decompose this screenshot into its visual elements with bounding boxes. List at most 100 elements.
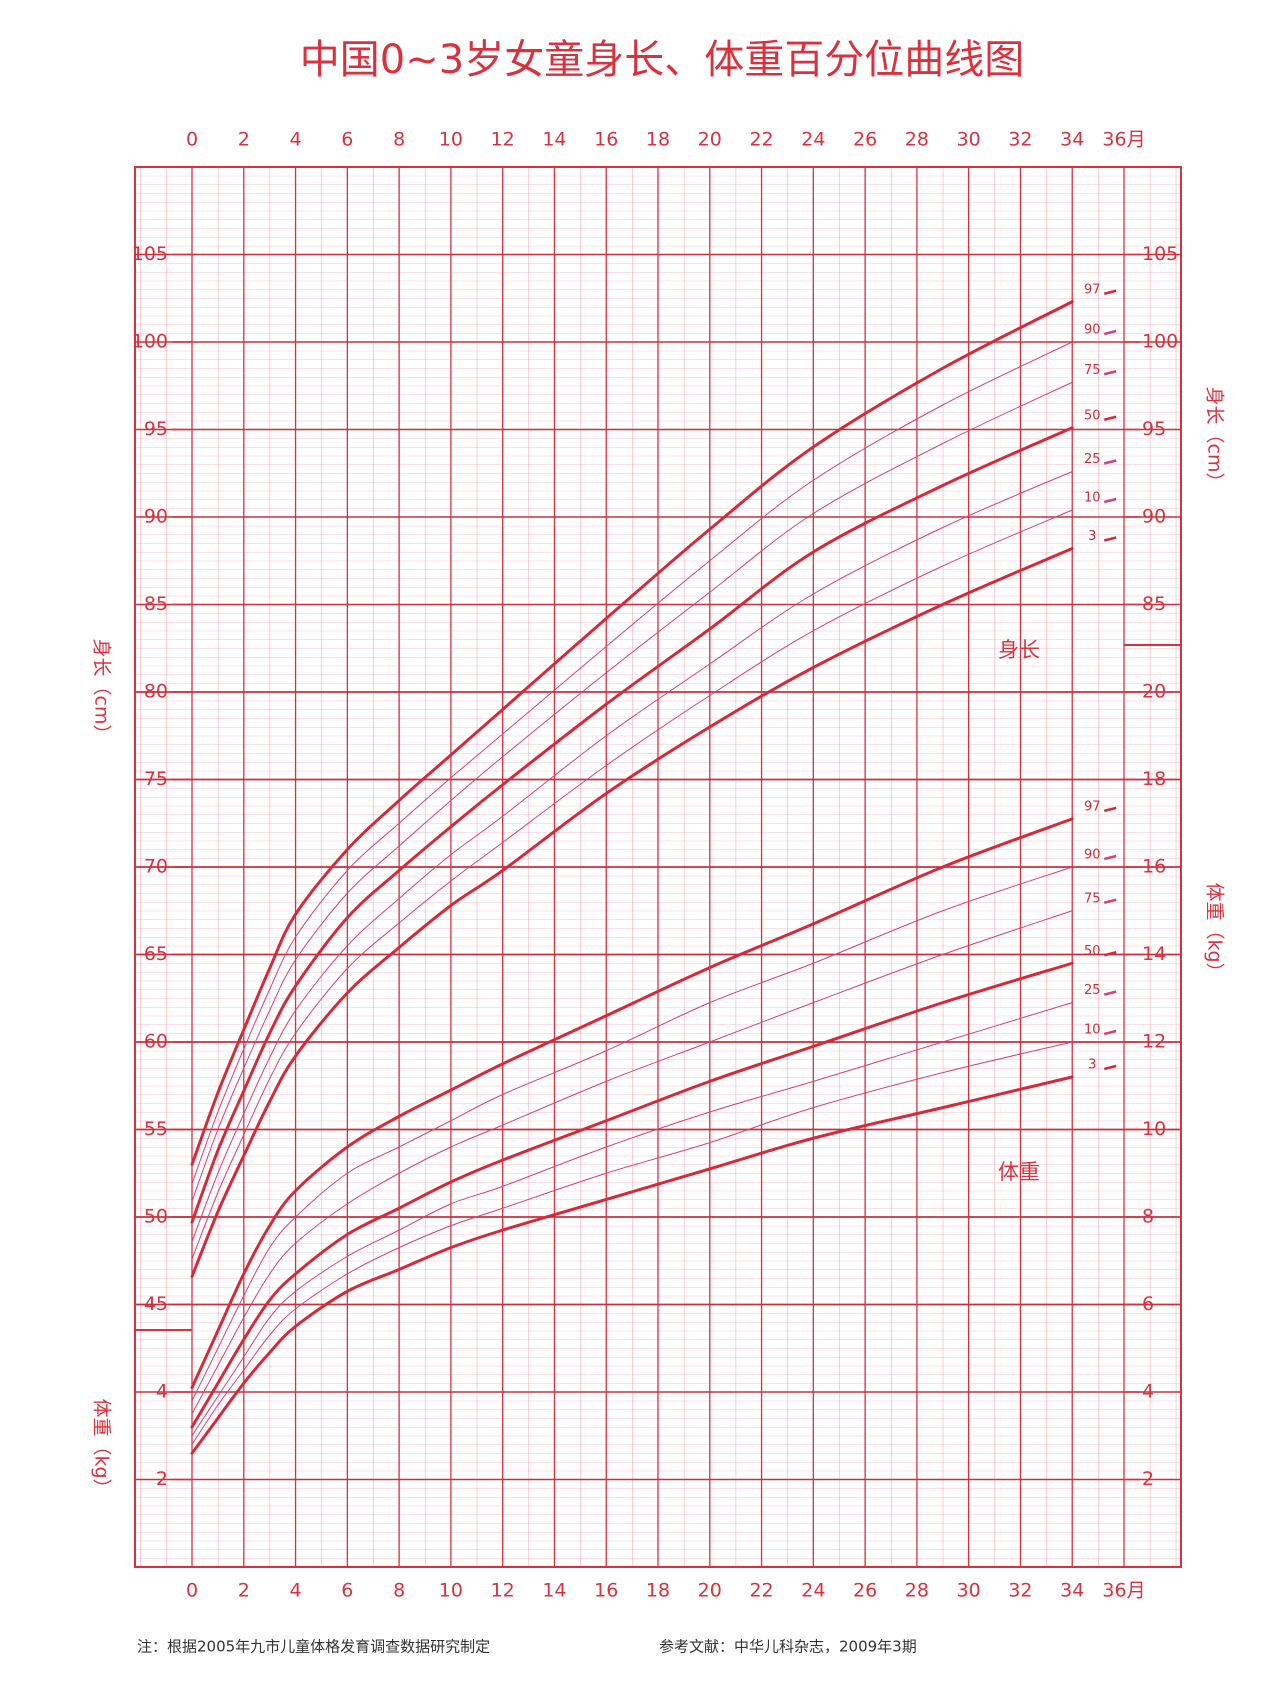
percentile-curve <box>190 547 1074 1278</box>
footnote: 注：根据2005年九市儿童体格发育调查数据研究制定 <box>137 1638 490 1656</box>
y-tick-label: 95 <box>144 418 168 440</box>
series-label: 25 <box>1084 983 1101 998</box>
x-tick-label: 16 <box>594 1580 618 1602</box>
x-tick-label: 18 <box>646 129 670 151</box>
x-tick-label: 30 <box>957 1580 981 1602</box>
percentile-curve <box>191 1041 1073 1445</box>
annotation: 体重 <box>998 1160 1040 1184</box>
y-tick-label: 6 <box>1142 1293 1154 1315</box>
x-tick-label: 10 <box>439 129 463 151</box>
series-label: 75 <box>1084 891 1101 906</box>
y-tick-label: 4 <box>156 1381 168 1403</box>
x-tick-label: 32 <box>1008 1580 1032 1602</box>
y-tick-label: 4 <box>1142 1381 1154 1403</box>
series-label: 10 <box>1084 491 1101 506</box>
label-dash <box>1103 951 1117 957</box>
series-label: 97 <box>1084 282 1101 297</box>
x-tick-label: 8 <box>393 1580 405 1602</box>
x-tick-label: 36月 <box>1102 1580 1145 1602</box>
percentile-curve <box>190 426 1074 1224</box>
y2-axis-label: 体重（kg） <box>1204 882 1226 981</box>
y-tick-label: 90 <box>144 506 168 528</box>
x-tick-label: 34 <box>1060 129 1084 151</box>
y-tick-label: 100 <box>1142 331 1178 353</box>
label-dash <box>1103 898 1117 904</box>
x-tick-label: 18 <box>646 1580 670 1602</box>
label-dash <box>1103 990 1117 996</box>
series-label: 3 <box>1088 529 1096 544</box>
series-label: 10 <box>1084 1023 1101 1038</box>
percentile-curve <box>191 471 1073 1242</box>
x-tick-label: 4 <box>290 1580 302 1602</box>
x-tick-label: 8 <box>393 129 405 151</box>
y-tick-label: 100 <box>132 331 168 353</box>
y-tick-label: 12 <box>1142 1031 1166 1053</box>
label-dash <box>1103 497 1117 504</box>
y-axis-label: 身长（cm） <box>91 639 113 744</box>
x-tick-label: 28 <box>905 1580 929 1602</box>
x-tick-label: 16 <box>594 129 618 151</box>
x-tick-label: 14 <box>542 1580 566 1602</box>
x-tick-label: 36月 <box>1102 129 1145 151</box>
x-tick-label: 22 <box>749 129 773 151</box>
y-axis-label: 身长（cm） <box>1204 387 1226 492</box>
x-tick-label: 20 <box>698 1580 722 1602</box>
label-dash <box>1103 329 1117 336</box>
x-tick-label: 10 <box>439 1580 463 1602</box>
x-tick-label: 20 <box>698 129 722 151</box>
label-dash <box>1103 459 1117 465</box>
x-tick-label: 28 <box>905 129 929 151</box>
label-dash <box>1103 806 1117 813</box>
x-tick-label: 12 <box>491 1580 515 1602</box>
series-label: 90 <box>1084 323 1101 338</box>
y-tick-label: 10 <box>1142 1118 1166 1140</box>
x-tick-label: 30 <box>957 129 981 151</box>
x-tick-label: 32 <box>1008 129 1032 151</box>
label-dash <box>1103 415 1117 421</box>
y-tick-label: 16 <box>1142 856 1166 878</box>
y-tick-label: 85 <box>144 593 168 615</box>
percentile-curve <box>190 961 1074 1429</box>
chart-title: 中国0~3岁女童身长、体重百分位曲线图 <box>300 37 1024 83</box>
series-label: 3 <box>1088 1058 1096 1073</box>
percentile-curve <box>190 1075 1074 1455</box>
x-tick-label: 6 <box>341 129 353 151</box>
label-dash <box>1103 1064 1117 1071</box>
percentile-curve <box>191 1002 1073 1437</box>
percentile-curve <box>191 381 1073 1202</box>
percentile-curve <box>191 509 1073 1260</box>
annotation: 身长 <box>998 638 1040 662</box>
series-label: 25 <box>1084 452 1101 467</box>
y-tick-label: 95 <box>1142 418 1166 440</box>
x-tick-label: 0 <box>186 129 198 151</box>
series-label: 50 <box>1084 408 1101 423</box>
x-tick-label: 24 <box>801 1580 825 1602</box>
label-dash <box>1103 536 1117 542</box>
label-dash <box>1103 1029 1117 1036</box>
footnote: 参考文献：中华儿科杂志，2009年3期 <box>659 1638 917 1656</box>
series-label: 97 <box>1084 799 1101 814</box>
y-tick-label: 85 <box>1142 593 1166 615</box>
label-dash <box>1103 289 1117 295</box>
x-tick-label: 26 <box>853 1580 877 1602</box>
x-tick-label: 2 <box>238 1580 250 1602</box>
y-tick-label: 8 <box>1142 1206 1154 1228</box>
x-tick-label: 2 <box>238 129 250 151</box>
x-tick-label: 0 <box>186 1580 198 1602</box>
label-dash <box>1103 854 1117 861</box>
y-tick-label: 18 <box>1142 768 1166 790</box>
x-tick-label: 22 <box>749 1580 773 1602</box>
y-tick-label: 90 <box>1142 506 1166 528</box>
y-tick-label: 105 <box>1142 243 1178 265</box>
x-tick-label: 26 <box>853 129 877 151</box>
percentile-curve <box>191 866 1073 1402</box>
y-tick-label: 105 <box>132 243 168 265</box>
series-label: 90 <box>1084 848 1101 863</box>
y-tick-label: 14 <box>1142 943 1166 965</box>
series-label: 75 <box>1084 363 1101 378</box>
label-dash <box>1103 370 1117 376</box>
x-tick-label: 34 <box>1060 1580 1084 1602</box>
x-tick-label: 24 <box>801 129 825 151</box>
percentile-curve <box>191 910 1073 1415</box>
